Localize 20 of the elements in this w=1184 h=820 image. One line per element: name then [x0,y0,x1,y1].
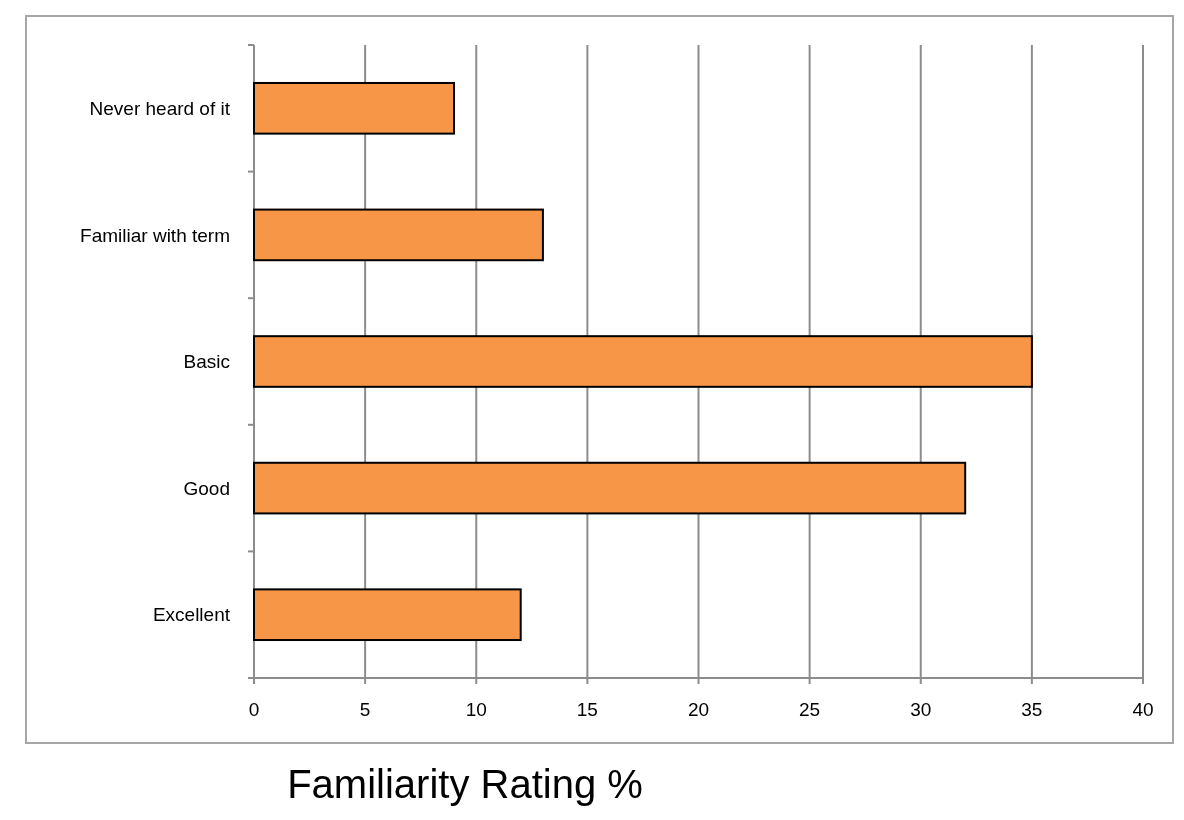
x-tick-label: 5 [359,699,371,720]
y-tick-label: Excellent [152,604,231,626]
x-axis-title: Familiarity Rating % [287,762,643,806]
bar [253,81,456,135]
bar [253,461,967,515]
bar [253,588,522,642]
x-tick-label: 40 [1132,699,1154,720]
x-tick-label: 25 [799,699,821,720]
x-tick-label: 0 [248,699,260,720]
y-tick-label: Familiar with term [80,224,230,246]
bar [253,335,1033,388]
y-tick-label: Basic [183,351,230,373]
x-tick-label: 10 [465,699,487,720]
y-tick-label: Good [183,477,230,499]
x-tick-label: 30 [910,699,932,720]
x-tick-label: 35 [1021,699,1043,720]
x-tick-label: 20 [687,699,710,720]
x-tick-label: 15 [576,699,598,720]
bar [253,208,544,262]
y-tick-label: Never heard of it [89,97,231,119]
